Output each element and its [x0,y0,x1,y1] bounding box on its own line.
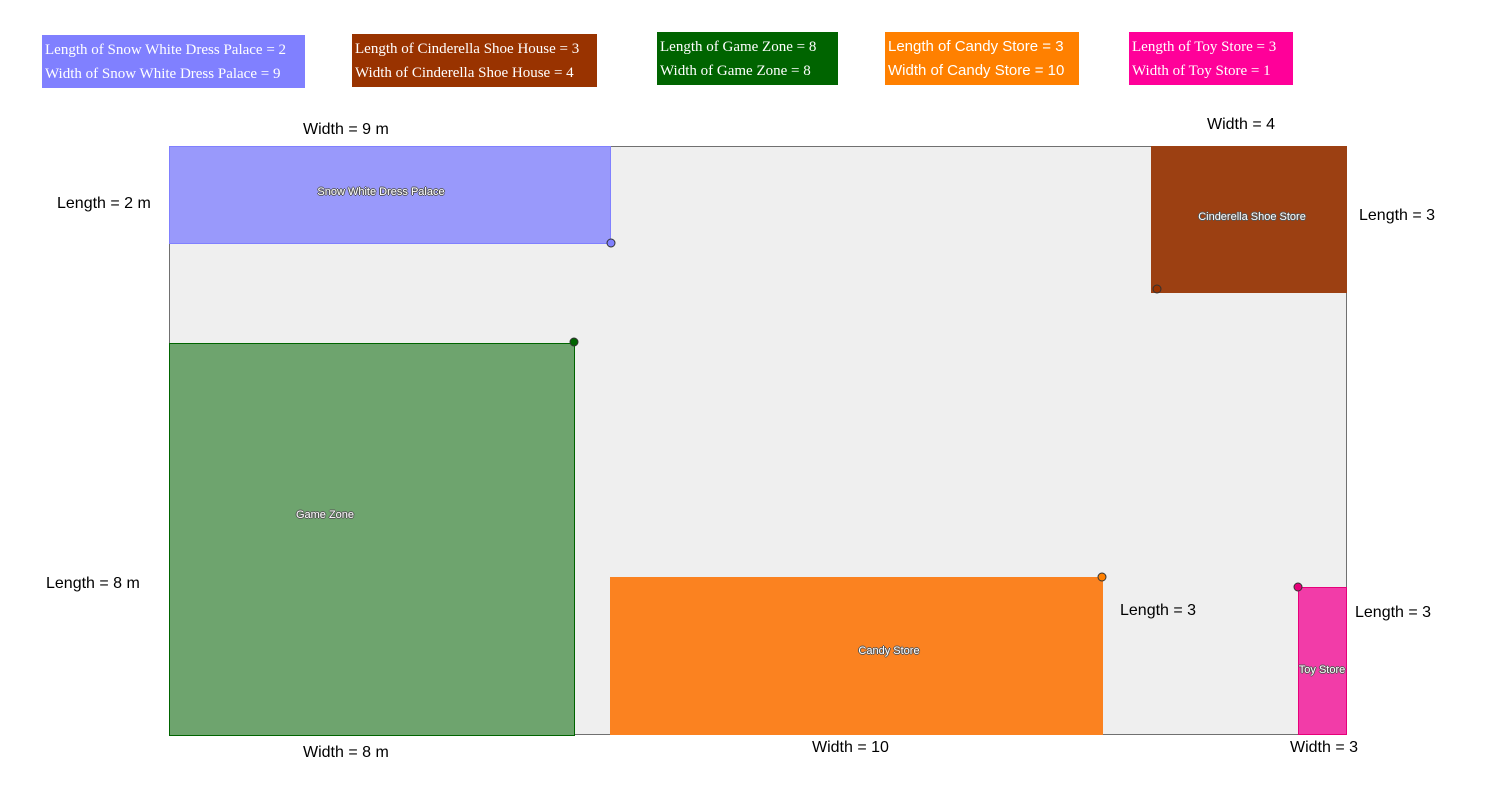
game-zone[interactable] [169,343,575,736]
cinderella-length-label: Length = 3 [1359,207,1436,224]
cinderella-info-box: Length of Cinderella Shoe House = 3 Widt… [352,34,597,87]
snow-white-label: Snow White Dress Palace [317,186,445,198]
snow-white-width-info: Width of Snow White Dress Palace = 9 [45,66,281,82]
game-zone-width-label: Width = 8 m [303,744,389,761]
toy-store-width-info: Width of Toy Store = 1 [1132,63,1271,79]
snow-white-length-info: Length of Snow White Dress Palace = 2 [45,42,287,58]
candy-store-info-box: Length of Candy Store = 3 Width of Candy… [885,32,1079,85]
game-zone-length-label: Length = 8 m [46,575,140,592]
candy-store-label: Candy Store [858,645,920,657]
game-zone-width-info: Width of Game Zone = 8 [660,63,811,79]
candy-store-width-info: Width of Candy Store = 10 [888,62,1065,79]
cinderella-label: Cinderella Shoe Store [1198,211,1306,223]
cinderella-corner-point[interactable] [1152,284,1162,294]
toy-store[interactable] [1298,587,1347,735]
snow-white-length-label: Length = 2 m [57,195,151,212]
game-zone-length-info: Length of Game Zone = 8 [660,39,817,55]
snow-white-corner-point[interactable] [606,238,616,248]
snow-white-dress-palace[interactable] [169,146,611,244]
cinderella-length-info: Length of Cinderella Shoe House = 3 [355,41,580,57]
cinderella-width-info: Width of Cinderella Shoe House = 4 [355,65,574,81]
toy-store-label: Toy Store [1298,664,1346,676]
game-zone-info-box: Length of Game Zone = 8 Width of Game Zo… [657,32,838,85]
toy-store-length-label: Length = 3 [1355,604,1432,621]
toy-store-corner-point[interactable] [1293,582,1303,592]
cinderella-width-label: Width = 4 [1207,116,1276,133]
snow-white-info-box: Length of Snow White Dress Palace = 2 Wi… [42,35,305,88]
candy-store[interactable] [610,577,1103,735]
game-zone-corner-point[interactable] [569,337,579,347]
game-zone-label: Game Zone [295,509,355,521]
candy-store-length-label: Length = 3 [1120,602,1197,619]
candy-store-corner-point[interactable] [1097,572,1107,582]
candy-store-width-label: Width = 10 [812,739,889,756]
candy-store-length-info: Length of Candy Store = 3 [888,38,1064,55]
cinderella-shoe-store[interactable] [1151,146,1347,293]
toy-store-info-box: Length of Toy Store = 3 Width of Toy Sto… [1129,32,1293,85]
toy-store-width-label: Width = 3 [1290,739,1359,756]
snow-white-width-label: Width = 9 m [303,121,389,138]
toy-store-length-info: Length of Toy Store = 3 [1132,39,1277,55]
